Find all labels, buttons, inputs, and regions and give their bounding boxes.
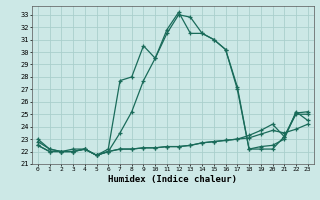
X-axis label: Humidex (Indice chaleur): Humidex (Indice chaleur) [108,175,237,184]
